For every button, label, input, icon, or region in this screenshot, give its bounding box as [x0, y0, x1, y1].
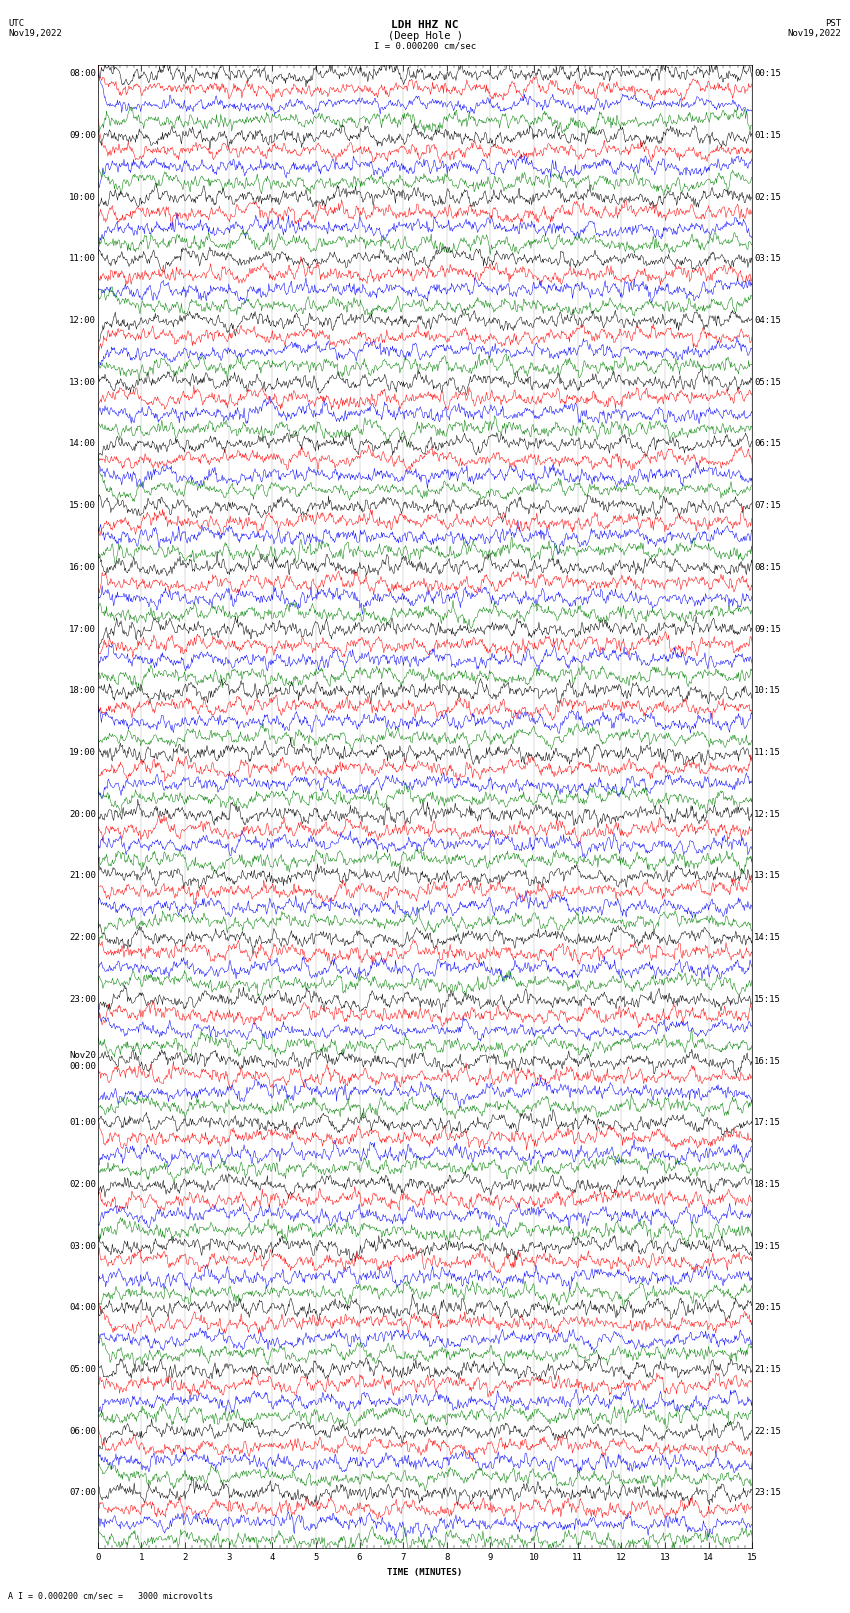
Text: I = 0.000200 cm/sec: I = 0.000200 cm/sec [374, 42, 476, 52]
Text: 07:15: 07:15 [754, 502, 781, 510]
Text: 01:15: 01:15 [754, 131, 781, 140]
Text: 12:00: 12:00 [69, 316, 96, 326]
Text: Nov19,2022: Nov19,2022 [788, 29, 842, 39]
Text: 20:00: 20:00 [69, 810, 96, 819]
Text: Nov20
00:00: Nov20 00:00 [69, 1052, 96, 1071]
Text: 22:15: 22:15 [754, 1428, 781, 1436]
Text: 10:00: 10:00 [69, 192, 96, 202]
Text: 15:15: 15:15 [754, 995, 781, 1003]
Text: 09:00: 09:00 [69, 131, 96, 140]
Text: 11:00: 11:00 [69, 255, 96, 263]
Text: 23:00: 23:00 [69, 995, 96, 1003]
Text: UTC: UTC [8, 19, 25, 29]
Text: 02:00: 02:00 [69, 1181, 96, 1189]
Text: 15:00: 15:00 [69, 502, 96, 510]
Text: 20:15: 20:15 [754, 1303, 781, 1313]
Text: 18:15: 18:15 [754, 1181, 781, 1189]
Text: 04:15: 04:15 [754, 316, 781, 326]
Text: 14:15: 14:15 [754, 932, 781, 942]
Text: (Deep Hole ): (Deep Hole ) [388, 31, 462, 40]
Text: 12:15: 12:15 [754, 810, 781, 819]
Text: 10:15: 10:15 [754, 686, 781, 695]
Text: 04:00: 04:00 [69, 1303, 96, 1313]
Text: LDH HHZ NC: LDH HHZ NC [391, 19, 459, 31]
Text: 21:15: 21:15 [754, 1365, 781, 1374]
Text: 03:00: 03:00 [69, 1242, 96, 1250]
Text: 05:00: 05:00 [69, 1365, 96, 1374]
Text: Nov19,2022: Nov19,2022 [8, 29, 62, 39]
Text: 16:15: 16:15 [754, 1057, 781, 1066]
Text: PST: PST [825, 19, 842, 29]
Text: 06:15: 06:15 [754, 439, 781, 448]
Text: 13:00: 13:00 [69, 377, 96, 387]
Text: 07:00: 07:00 [69, 1489, 96, 1497]
Text: 00:15: 00:15 [754, 69, 781, 79]
Text: 22:00: 22:00 [69, 932, 96, 942]
Text: 18:00: 18:00 [69, 686, 96, 695]
Text: 02:15: 02:15 [754, 192, 781, 202]
Text: 17:15: 17:15 [754, 1118, 781, 1127]
Text: 17:00: 17:00 [69, 624, 96, 634]
Text: 08:15: 08:15 [754, 563, 781, 573]
Text: A I = 0.000200 cm/sec =   3000 microvolts: A I = 0.000200 cm/sec = 3000 microvolts [8, 1590, 213, 1600]
Text: 05:15: 05:15 [754, 377, 781, 387]
Text: 14:00: 14:00 [69, 439, 96, 448]
Text: 03:15: 03:15 [754, 255, 781, 263]
Text: 01:00: 01:00 [69, 1118, 96, 1127]
Text: 19:00: 19:00 [69, 748, 96, 756]
Text: 19:15: 19:15 [754, 1242, 781, 1250]
Text: 21:00: 21:00 [69, 871, 96, 881]
Text: 11:15: 11:15 [754, 748, 781, 756]
Text: 23:15: 23:15 [754, 1489, 781, 1497]
X-axis label: TIME (MINUTES): TIME (MINUTES) [388, 1568, 462, 1578]
Text: 09:15: 09:15 [754, 624, 781, 634]
Text: 16:00: 16:00 [69, 563, 96, 573]
Text: 06:00: 06:00 [69, 1428, 96, 1436]
Text: 08:00: 08:00 [69, 69, 96, 79]
Text: 13:15: 13:15 [754, 871, 781, 881]
